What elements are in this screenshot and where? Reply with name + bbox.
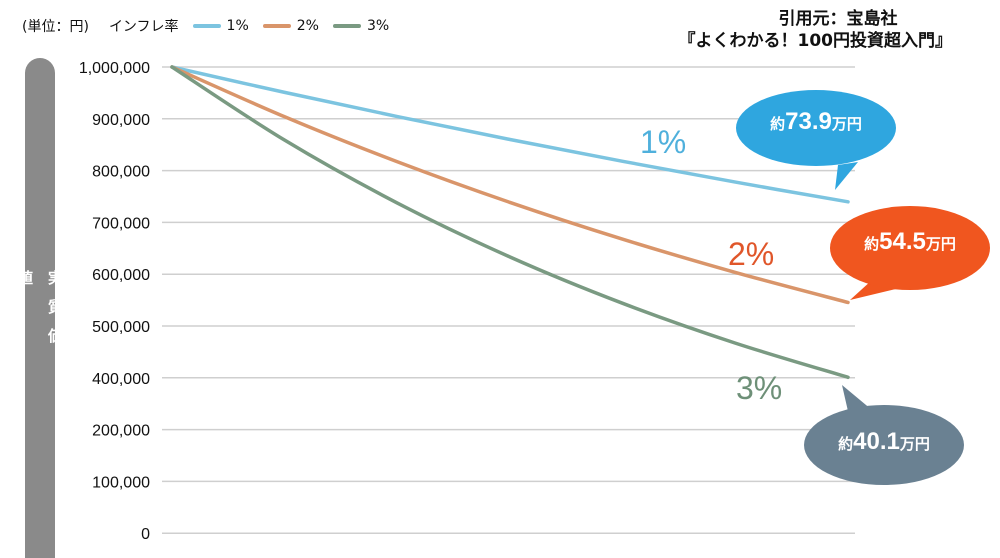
y-tick-label: 500,000: [92, 319, 150, 336]
line-chart: 1,000,000 900,000 800,000 700,000 600,000 500…: [79, 60, 990, 543]
y-tick-label: 1,000,000: [79, 60, 150, 77]
y-tick-label: 400,000: [92, 371, 150, 388]
callout-1pct: 約 73.9 万円: [738, 108, 894, 158]
callout-bubble: [830, 206, 990, 290]
series-label-2pct: 2%: [728, 236, 775, 272]
series-label-1pct: 1%: [640, 124, 687, 160]
callout-tail: [835, 162, 858, 190]
legend-label-3pct: 3%: [366, 18, 390, 34]
series-label-3pct: 3%: [736, 370, 783, 406]
series-line-2pct: [170, 65, 850, 305]
callout-suffix: 万円: [925, 236, 956, 253]
y-tick-label: 0: [141, 526, 150, 543]
callout-prefix: 約: [864, 236, 880, 253]
legend: (単位：円) インフレ率 1% 2% 3%: [22, 16, 389, 36]
series-line-3pct: [170, 65, 850, 380]
y-tick-label: 900,000: [92, 112, 150, 129]
legend-label-1pct: 1%: [226, 18, 249, 34]
legend-label-2pct: 2%: [296, 18, 319, 34]
legend-title: インフレ率: [108, 19, 179, 35]
callout-prefix: 約: [770, 116, 786, 133]
y-axis-title-bar: [25, 58, 55, 558]
callout-3pct: 約 40.1 万円: [806, 428, 962, 478]
callout-2pct: 約 54.5 万円: [832, 228, 988, 278]
callout-suffix: 万円: [899, 436, 930, 453]
legend-swatch-1pct: [192, 24, 221, 28]
citation: 引用元：宝島社 『よくわかる！100円投資超入門』: [679, 8, 953, 52]
y-tick-label: 600,000: [92, 267, 150, 284]
y-tick-label: 800,000: [92, 164, 150, 181]
callout-bubble: [736, 90, 896, 166]
legend-swatch-2pct: [262, 24, 291, 28]
legend-swatch-3pct: [332, 24, 361, 28]
y-tick-label: 100,000: [92, 474, 150, 491]
y-tick-label: 700,000: [92, 215, 150, 232]
callout-suffix: 万円: [831, 116, 862, 133]
citation-source: 引用元：宝島社: [778, 9, 898, 29]
callout-value: 54.5: [879, 228, 926, 255]
y-axis-title: 実質価値: [16, 270, 64, 357]
series-line-1pct: [170, 65, 850, 204]
unit-label: (単位：円): [22, 19, 89, 35]
y-tick-label: 200,000: [92, 423, 150, 440]
callout-value: 40.1: [853, 428, 900, 455]
callout-prefix: 約: [838, 436, 854, 453]
citation-book: 『よくわかる！100円投資超入門』: [678, 31, 953, 51]
callout-value: 73.9: [785, 108, 832, 135]
callout-bubble: [804, 405, 964, 485]
